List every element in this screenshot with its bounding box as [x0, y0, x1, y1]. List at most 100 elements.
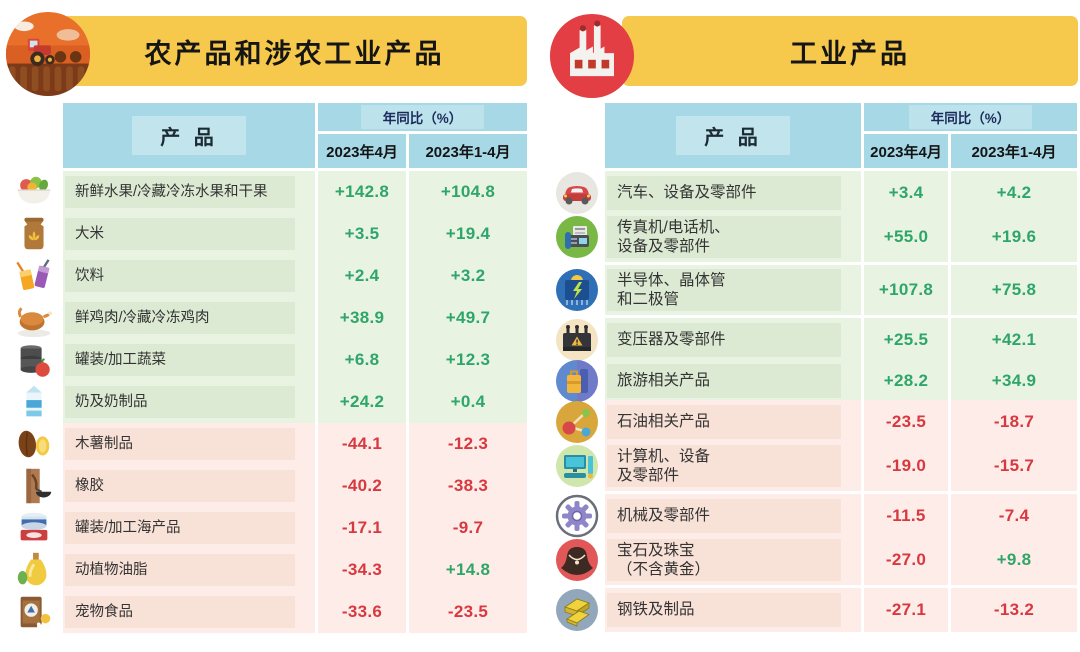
table-row: 动植物油脂 -34.3 +14.8: [8, 549, 527, 591]
table-row: 橡胶 -40.2 -38.3: [8, 465, 527, 507]
apr-value: +25.5: [864, 318, 948, 362]
product-name-cell: 木薯制品: [63, 423, 315, 465]
pet-food-icon: [8, 591, 60, 633]
jan-apr-value: +34.9: [951, 359, 1077, 403]
chicken-icon: [8, 297, 60, 339]
product-name-cell: 传真机/电话机、 设备及零部件: [605, 212, 861, 262]
jan-apr-value: -7.4: [951, 494, 1077, 538]
product-name: 传真机/电话机、 设备及零部件: [607, 215, 841, 259]
table-row: 宠物食品 -33.6 -23.5: [8, 591, 527, 633]
jan-apr-value: +19.4: [409, 213, 527, 255]
april-column-header: 2023年4月: [864, 134, 948, 168]
product-name: 罐装/加工海产品: [65, 511, 295, 545]
product-name: 新鲜水果/冷藏冷冻水果和干果: [65, 175, 295, 209]
product-name-cell: 奶及奶制品: [63, 381, 315, 423]
product-name-cell: 石油相关产品: [605, 400, 861, 444]
apr-value: -17.1: [318, 507, 406, 549]
product-name: 动植物油脂: [65, 553, 295, 587]
jan-apr-value: +49.7: [409, 297, 527, 339]
apr-value: +24.2: [318, 381, 406, 423]
jan-apr-value: -18.7: [951, 400, 1077, 444]
product-name: 奶及奶制品: [65, 385, 295, 419]
apr-value: -19.0: [864, 441, 948, 491]
jan-apr-value: -38.3: [409, 465, 527, 507]
apr-value: +2.4: [318, 255, 406, 297]
apr-value: -27.1: [864, 588, 948, 632]
apr-value: -11.5: [864, 494, 948, 538]
product-name: 旅游相关产品: [607, 363, 841, 399]
apr-value: +28.2: [864, 359, 948, 403]
table-row: 传真机/电话机、 设备及零部件 +55.0 +19.6: [552, 212, 1077, 262]
product-name: 鲜鸡肉/冷藏冷冻鸡肉: [65, 301, 295, 335]
table-row: 汽车、设备及零部件 +3.4 +4.2: [552, 171, 1077, 215]
transformer-icon: [552, 318, 602, 362]
product-name: 汽车、设备及零部件: [607, 175, 841, 211]
rubber-icon: [8, 465, 60, 507]
cassava-icon: [8, 423, 60, 465]
product-name-cell: 罐装/加工海产品: [63, 507, 315, 549]
product-name-cell: 大米: [63, 213, 315, 255]
product-name: 半导体、晶体管 和二极管: [607, 268, 841, 312]
travel-icon: [552, 359, 602, 403]
tractor-icon: [5, 11, 91, 97]
apr-value: -44.1: [318, 423, 406, 465]
machinery-icon: [552, 494, 602, 538]
product-name: 饮料: [65, 259, 295, 293]
product-name: 宠物食品: [65, 595, 295, 629]
rice-sack-icon: [8, 213, 60, 255]
table-row: 宝石及珠宝 （不含黄金） -27.0 +9.8: [552, 535, 1077, 585]
product-name-cell: 汽车、设备及零部件: [605, 171, 861, 215]
table-row: 罐装/加工海产品 -17.1 -9.7: [8, 507, 527, 549]
industry-table: 产 品 年同比（%） 2023年4月 2023年1-4月 汽车、设备及零部件 +3…: [552, 103, 1077, 632]
product-column-header: 产 品: [63, 103, 315, 168]
product-name-cell: 宠物食品: [63, 591, 315, 633]
agri-title-banner: 农产品和涉农工业产品: [62, 16, 527, 86]
table-row: 新鲜水果/冷藏冷冻水果和干果 +142.8 +104.8: [8, 171, 527, 213]
product-name: 计算机、设备 及零部件: [607, 444, 841, 488]
apr-value: +3.4: [864, 171, 948, 215]
product-name-cell: 机械及零部件: [605, 494, 861, 538]
product-name: 机械及零部件: [607, 498, 841, 534]
apr-value: +55.0: [864, 212, 948, 262]
jan-apr-value: -12.3: [409, 423, 527, 465]
beverages-icon: [8, 255, 60, 297]
apr-value: +3.5: [318, 213, 406, 255]
product-name: 变压器及零部件: [607, 322, 841, 358]
table-row: 奶及奶制品 +24.2 +0.4: [8, 381, 527, 423]
product-column-header: 产 品: [605, 103, 861, 168]
milk-icon: [8, 381, 60, 423]
table-row: 机械及零部件 -11.5 -7.4: [552, 494, 1077, 538]
table-row: 变压器及零部件 +25.5 +42.1: [552, 318, 1077, 362]
table-row: 钢铁及制品 -27.1 -13.2: [552, 588, 1077, 632]
fruit-bowl-icon: [8, 171, 60, 213]
apr-value: -27.0: [864, 535, 948, 585]
apr-value: -40.2: [318, 465, 406, 507]
steel-icon: [552, 588, 602, 632]
product-name: 橡胶: [65, 469, 295, 503]
jan-apr-value: +12.3: [409, 339, 527, 381]
jewelry-icon: [552, 535, 602, 585]
jan-apr-value: +75.8: [951, 265, 1077, 315]
car-icon: [552, 171, 602, 215]
product-name: 石油相关产品: [607, 404, 841, 440]
jan-apr-value: -15.7: [951, 441, 1077, 491]
jan-apr-value: +4.2: [951, 171, 1077, 215]
product-name-cell: 新鲜水果/冷藏冷冻水果和干果: [63, 171, 315, 213]
product-name-cell: 旅游相关产品: [605, 359, 861, 403]
yoy-column-header: 年同比（%）: [864, 103, 1077, 131]
product-name-cell: 罐装/加工蔬菜: [63, 339, 315, 381]
jan-apr-value: +14.8: [409, 549, 527, 591]
industry-title-banner: 工业产品: [622, 16, 1078, 86]
jan-april-column-header: 2023年1-4月: [951, 134, 1077, 168]
jan-apr-value: +19.6: [951, 212, 1077, 262]
table-row: 大米 +3.5 +19.4: [8, 213, 527, 255]
table-row: 罐装/加工蔬菜 +6.8 +12.3: [8, 339, 527, 381]
fax-phone-icon: [552, 212, 602, 262]
petroleum-icon: [552, 400, 602, 444]
agri-table: 产 品 年同比（%） 2023年4月 2023年1-4月 新鲜水果/冷藏冷冻水果…: [8, 103, 527, 633]
jan-apr-value: -13.2: [951, 588, 1077, 632]
jan-apr-value: -23.5: [409, 591, 527, 633]
table-row: 旅游相关产品 +28.2 +34.9: [552, 359, 1077, 403]
april-column-header: 2023年4月: [318, 134, 406, 168]
